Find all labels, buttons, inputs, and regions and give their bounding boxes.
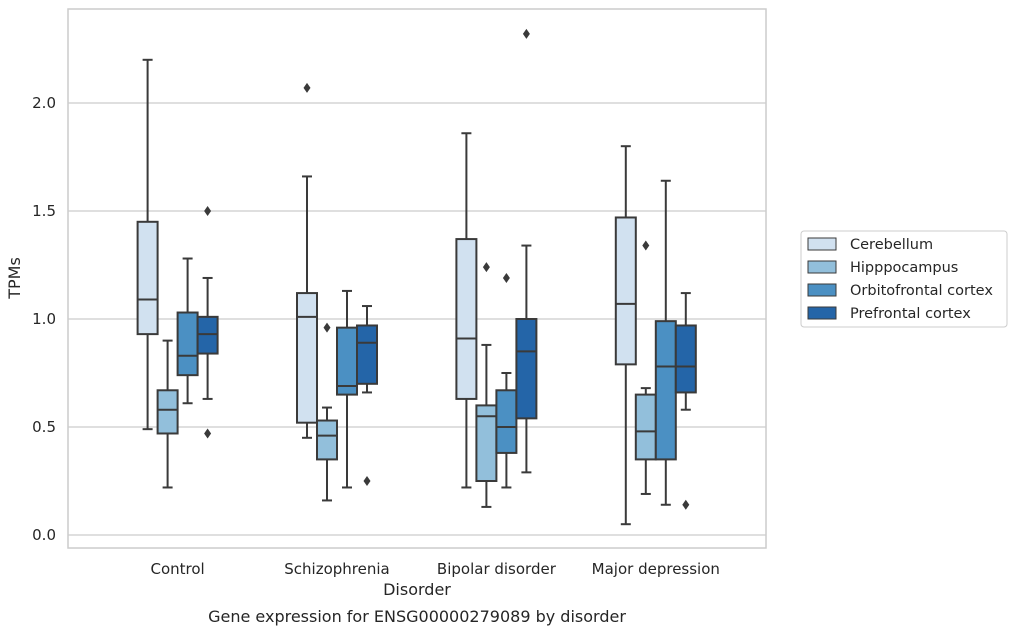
legend-label: Hipppocampus	[850, 260, 958, 276]
x-tick-label: Major depression	[592, 560, 720, 578]
box-groups	[136, 28, 697, 526]
outlier-point	[204, 428, 212, 439]
gridlines	[68, 102, 766, 536]
box-3-2	[515, 28, 538, 474]
box-body	[674, 324, 697, 394]
legend-swatch	[807, 237, 837, 251]
outlier-point	[204, 206, 212, 216]
x-tick-label: Control	[150, 560, 204, 578]
box-body	[176, 311, 199, 377]
outlier-point	[642, 240, 650, 251]
y-tick-label: 0.0	[32, 526, 56, 544]
box-1-3	[634, 240, 657, 495]
x-tick-label: Bipolar disorder	[437, 560, 557, 578]
x-tick-labels: Control Schizophrenia Bipolar disorder Majo…	[150, 560, 719, 578]
box-body	[336, 326, 358, 396]
box-0-0	[136, 58, 159, 431]
box-body	[515, 318, 538, 420]
legend-label: Cerebellum	[850, 237, 933, 253]
y-tick-label: 1.0	[32, 310, 56, 328]
legend-label: Orbitofrontal cortex	[850, 283, 993, 299]
plot-frame	[67, 8, 767, 549]
outlier-point	[482, 262, 490, 273]
box-body	[156, 389, 179, 435]
legend-swatch	[807, 283, 837, 297]
box-2-1	[336, 289, 358, 489]
legend-swatch	[807, 306, 837, 320]
box-3-0	[196, 206, 219, 439]
box-body	[136, 220, 159, 336]
y-tick-label: 2.0	[32, 94, 56, 112]
box-body	[196, 315, 219, 355]
box-3-1	[356, 305, 378, 486]
outlier-point	[682, 499, 690, 510]
y-axis-label: TPMs	[5, 257, 24, 300]
box-3-3	[674, 292, 697, 510]
outlier-point	[363, 476, 371, 486]
box-1-2	[475, 262, 498, 508]
box-body	[296, 292, 318, 424]
box-2-3	[654, 179, 677, 506]
legend-label: Prefrontal cortex	[850, 306, 971, 322]
box-1-1	[316, 322, 338, 502]
legend: Cerebellum Hipppocampus Orbitofrontal cort…	[800, 230, 1008, 328]
chart-caption: Gene expression for ENSG00000279089 by d…	[208, 607, 626, 626]
box-body	[634, 393, 657, 461]
box-body	[455, 238, 478, 400]
x-tick-label: Schizophrenia	[284, 560, 389, 578]
box-1-0	[156, 339, 179, 489]
box-body	[654, 320, 677, 461]
box-body	[614, 216, 637, 366]
y-tick-label: 0.5	[32, 418, 56, 436]
box-0-1	[296, 82, 318, 439]
outlier-point	[303, 82, 311, 93]
box-2-0	[176, 257, 199, 405]
x-axis-label: Disorder	[383, 580, 451, 599]
y-tick-labels: 0.0 0.5 1.0 1.5 2.0	[32, 94, 56, 544]
box-body	[495, 389, 518, 454]
box-body	[316, 419, 338, 461]
box-2-2	[495, 272, 518, 489]
legend-swatch	[807, 260, 837, 274]
y-tick-label: 1.5	[32, 202, 56, 220]
outlier-point	[323, 322, 331, 333]
box-0-3	[614, 145, 637, 526]
box-0-2	[455, 132, 478, 489]
outlier-point	[522, 28, 530, 39]
outlier-point	[502, 272, 510, 283]
legend-frame	[800, 230, 1008, 328]
box-body	[356, 324, 378, 385]
